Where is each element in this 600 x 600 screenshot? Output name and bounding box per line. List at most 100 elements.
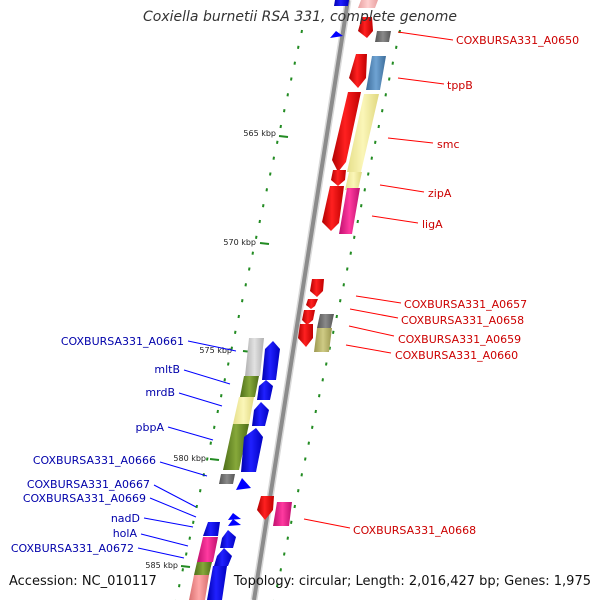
scale-dot xyxy=(265,188,268,192)
scale-dot xyxy=(311,425,314,429)
label-ligA[interactable]: ligA xyxy=(371,215,443,231)
gene-block-a0660[interactable] xyxy=(314,328,332,352)
gene-arrow-a0661[interactable] xyxy=(262,341,280,380)
gene-label[interactable]: COXBURSA331_A0667 xyxy=(27,478,150,491)
gene-arrow-holA[interactable] xyxy=(220,530,236,548)
label-pbpA[interactable]: pbpA xyxy=(136,421,214,441)
gene-arrow-zipA[interactable] xyxy=(331,170,346,186)
gene-block-a0668[interactable] xyxy=(273,502,292,526)
gene-block-pbpA[interactable] xyxy=(223,424,249,470)
scale-dot xyxy=(370,156,373,160)
label-mrdB[interactable]: mrdB xyxy=(145,386,223,407)
label-zipA[interactable]: zipA xyxy=(379,184,452,200)
gene-block-a0672[interactable] xyxy=(194,562,212,575)
label-a0667[interactable]: COXBURSA331_A0667 xyxy=(27,478,197,508)
gene-block-mrdB[interactable] xyxy=(233,397,254,424)
gene-arrow-mrdB[interactable] xyxy=(252,402,269,426)
scale-dot xyxy=(234,330,237,334)
gene-label[interactable]: COXBURSA331_A0672 xyxy=(11,542,134,555)
gene-label[interactable]: smc xyxy=(437,138,460,151)
gene-label[interactable]: COXBURSA331_A0669 xyxy=(23,492,146,505)
gene-label[interactable]: COXBURSA331_A0658 xyxy=(401,314,524,327)
label-a0666[interactable]: COXBURSA331_A0666 xyxy=(33,454,208,477)
gene-label[interactable]: COXBURSA331_A0660 xyxy=(395,349,518,362)
label-a0661[interactable]: COXBURSA331_A0661 xyxy=(61,335,237,352)
label-a0650[interactable]: COXBURSA331_A0650 xyxy=(397,31,579,47)
gene-block-tppB[interactable] xyxy=(366,56,386,90)
scale-dot xyxy=(181,568,184,572)
gene-label[interactable]: COXBURSA331_A0661 xyxy=(61,335,184,348)
gene-label[interactable]: COXBURSA331_A0657 xyxy=(404,298,527,311)
scale-dot xyxy=(223,378,226,382)
gene-label[interactable]: pbpA xyxy=(136,421,165,434)
scale-dot xyxy=(300,29,303,34)
label-smc[interactable]: smc xyxy=(387,137,460,151)
gene-block-top-blue[interactable] xyxy=(334,0,349,6)
gene-label[interactable]: zipA xyxy=(428,187,452,200)
gene-block-a0666[interactable] xyxy=(219,474,235,484)
gene-label[interactable]: mltB xyxy=(154,363,180,376)
label-holA[interactable]: holA xyxy=(113,527,189,547)
label-a0657[interactable]: COXBURSA331_A0657 xyxy=(355,295,527,311)
label-tppB[interactable]: tppB xyxy=(397,77,473,92)
gene-block-a0650-top[interactable] xyxy=(358,0,378,8)
gene-label[interactable]: nadD xyxy=(111,512,140,525)
scale-dot xyxy=(230,346,233,350)
gene-arrow-top-small[interactable] xyxy=(330,31,343,38)
scale-dot xyxy=(328,346,331,350)
gene-block-a0661[interactable] xyxy=(245,338,264,376)
label-a0658[interactable]: COXBURSA331_A0658 xyxy=(349,308,524,327)
scale-tick-570: 570 kbp xyxy=(223,238,270,247)
gene-arrow-smc[interactable] xyxy=(332,92,361,172)
scale-dot xyxy=(388,77,391,81)
scale-dot xyxy=(342,283,345,287)
gene-arrow-a0660[interactable] xyxy=(298,324,313,347)
scale-dot xyxy=(199,489,202,493)
scale-dot xyxy=(356,219,359,224)
label-nadD[interactable]: nadD xyxy=(111,512,194,528)
label-a0669[interactable]: COXBURSA331_A0669 xyxy=(23,492,197,518)
scale-dot xyxy=(178,584,181,588)
scale-dot xyxy=(286,93,289,97)
forward-gene-labels: COXBURSA331_A0650 tppB smc zipA ligA COX… xyxy=(303,31,579,537)
gene-block-a0659[interactable] xyxy=(317,314,334,328)
gene-arrow-a0650[interactable] xyxy=(358,17,373,38)
gene-arrow-ligA[interactable] xyxy=(322,186,344,231)
label-a0660[interactable]: COXBURSA331_A0660 xyxy=(345,344,518,362)
gene-label[interactable]: COXBURSA331_A0650 xyxy=(456,34,579,47)
gene-block-a0650-grey[interactable] xyxy=(375,31,391,42)
gene-label[interactable]: COXBURSA331_A0668 xyxy=(353,524,476,537)
gene-arrow-nadD[interactable] xyxy=(203,522,220,536)
gene-block-a0673[interactable] xyxy=(189,575,209,600)
label-a0659[interactable]: COXBURSA331_A0659 xyxy=(348,325,521,346)
gene-label[interactable]: tppB xyxy=(447,79,473,92)
gene-block-zipA[interactable] xyxy=(345,172,362,190)
gene-block-smc[interactable] xyxy=(347,94,379,172)
gene-arrow-mltB[interactable] xyxy=(257,380,273,400)
gene-arrow-a0651[interactable] xyxy=(349,54,367,88)
label-a0668[interactable]: COXBURSA331_A0668 xyxy=(303,518,476,537)
gene-block-mltB[interactable] xyxy=(240,376,259,397)
gene-label[interactable]: holA xyxy=(113,527,138,540)
gene-arrow-a0657[interactable] xyxy=(310,279,324,297)
gene-arrow-a0666[interactable] xyxy=(236,478,251,490)
gene-block-holA[interactable] xyxy=(197,537,218,562)
gene-label[interactable]: ligA xyxy=(422,218,443,231)
gene-arrow-a0659[interactable] xyxy=(302,310,315,325)
scale-dot xyxy=(220,394,223,398)
gene-arrow-a0672[interactable] xyxy=(214,548,232,566)
gene-label[interactable]: mrdB xyxy=(145,386,175,399)
gene-block-ligA[interactable] xyxy=(339,188,360,234)
gene-label[interactable]: COXBURSA331_A0659 xyxy=(398,333,521,346)
gene-arrow-pbpA[interactable] xyxy=(241,428,263,472)
gene-arrow-a0658[interactable] xyxy=(306,299,318,309)
label-mltB[interactable]: mltB xyxy=(154,363,231,385)
gene-label[interactable]: COXBURSA331_A0666 xyxy=(33,454,156,467)
gene-arrow-a0669[interactable] xyxy=(228,519,241,526)
gene-arrow-a0673[interactable] xyxy=(207,566,227,600)
gene-arrow-a0667[interactable] xyxy=(228,513,241,520)
label-a0672[interactable]: COXBURSA331_A0672 xyxy=(11,542,185,559)
gene-arrow-a0668[interactable] xyxy=(257,496,274,520)
scale-dot xyxy=(185,552,188,556)
